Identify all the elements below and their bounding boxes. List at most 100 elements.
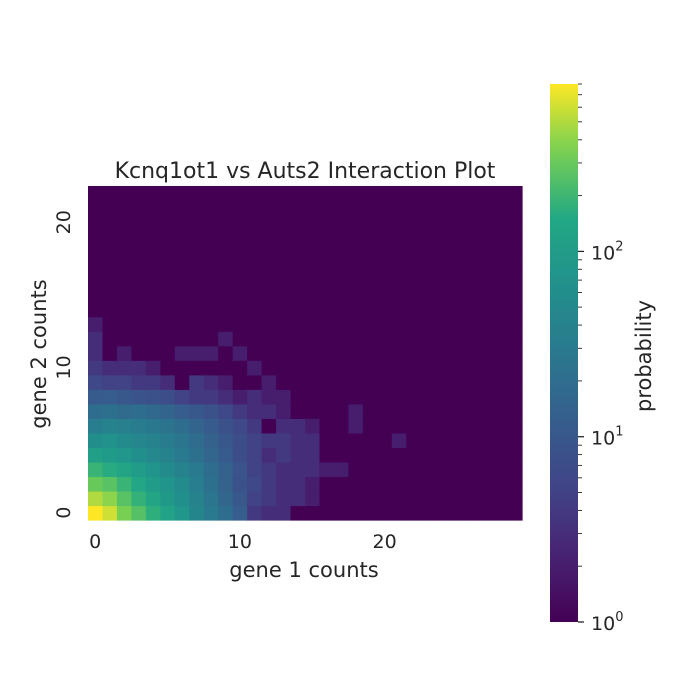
- heatmap-cell: [377, 287, 393, 303]
- heatmap-cell: [362, 403, 378, 419]
- heatmap-cell: [290, 316, 306, 332]
- heatmap-cell: [145, 200, 161, 216]
- heatmap-cell: [232, 331, 248, 347]
- heatmap-cell: [131, 476, 147, 492]
- heatmap-cell: [218, 258, 234, 274]
- heatmap-cell: [305, 461, 321, 478]
- heatmap-cell: [435, 287, 451, 303]
- heatmap-cell: [333, 476, 349, 492]
- heatmap-cell: [391, 476, 407, 492]
- heatmap-cell: [102, 244, 118, 260]
- heatmap-cell: [261, 186, 277, 202]
- heatmap-cell: [203, 316, 219, 332]
- heatmap-cell: [116, 302, 132, 318]
- heatmap-cell: [377, 447, 393, 463]
- heatmap-cell: [160, 316, 176, 332]
- heatmap-cell: [290, 215, 306, 231]
- heatmap-cell: [174, 229, 190, 245]
- heatmap-cell: [276, 360, 292, 376]
- heatmap-cell: [319, 244, 335, 260]
- heatmap-cell: [88, 461, 104, 478]
- heatmap-cell: [203, 215, 219, 231]
- heatmap-cell: [449, 490, 465, 507]
- heatmap-cell: [362, 215, 378, 231]
- heatmap-cell: [276, 447, 292, 463]
- heatmap-cell: [290, 403, 306, 419]
- heatmap-cell: [391, 331, 407, 347]
- heatmap-cell: [174, 331, 190, 347]
- heatmap-cell: [435, 505, 451, 521]
- heatmap-cell: [305, 273, 321, 289]
- heatmap-cell: [348, 258, 364, 274]
- heatmap-cell: [290, 432, 306, 448]
- heatmap-cell: [377, 374, 393, 390]
- heatmap-cell: [391, 200, 407, 216]
- heatmap-cell: [232, 244, 248, 260]
- heatmap-cell: [145, 273, 161, 289]
- heatmap-cell: [348, 215, 364, 231]
- heatmap-cell: [493, 389, 509, 405]
- heatmap-cell: [88, 244, 104, 260]
- heatmap-cell: [160, 374, 176, 390]
- heatmap-cell: [449, 331, 465, 347]
- heatmap-cell: [377, 418, 393, 434]
- heatmap-cell: [88, 287, 104, 303]
- heatmap-cell: [261, 476, 277, 492]
- heatmap-cell: [189, 215, 205, 231]
- heatmap-cell: [435, 244, 451, 260]
- heatmap-cell: [276, 287, 292, 303]
- heatmap-cell: [391, 186, 407, 202]
- colorbar-tick-exponent: 1: [615, 425, 623, 440]
- heatmap-cell: [435, 374, 451, 390]
- heatmap-cell: [290, 490, 306, 507]
- heatmap-cell: [507, 447, 523, 463]
- heatmap-cell: [218, 374, 234, 390]
- heatmap-cell: [160, 360, 176, 376]
- heatmap-cell: [319, 505, 335, 521]
- heatmap-cell: [189, 476, 205, 492]
- heatmap-cell: [435, 403, 451, 419]
- heatmap-cell: [218, 389, 234, 405]
- heatmap-cell: [290, 505, 306, 521]
- heatmap-cell: [435, 447, 451, 463]
- heatmap-cell: [391, 447, 407, 463]
- heatmap-cell: [116, 215, 132, 231]
- heatmap-cell: [116, 200, 132, 216]
- heatmap-cell: [348, 287, 364, 303]
- heatmap-cell: [449, 505, 465, 521]
- heatmap-cell: [319, 273, 335, 289]
- heatmap-cell: [160, 476, 176, 492]
- heatmap-cell: [116, 229, 132, 245]
- heatmap-cell: [247, 490, 263, 507]
- heatmap-cell: [493, 447, 509, 463]
- heatmap-cell: [420, 345, 436, 361]
- heatmap-cell: [333, 186, 349, 202]
- heatmap-cell: [377, 302, 393, 318]
- heatmap-cell: [435, 200, 451, 216]
- heatmap-cell: [406, 505, 422, 521]
- heatmap-cell: [232, 273, 248, 289]
- heatmap-cell: [507, 186, 523, 202]
- heatmap-cell: [174, 389, 190, 405]
- heatmap-cell: [102, 389, 118, 405]
- heatmap-cell: [174, 418, 190, 434]
- heatmap-cell: [247, 345, 263, 361]
- heatmap-cell: [435, 389, 451, 405]
- heatmap-cell: [319, 360, 335, 376]
- heatmap-cell: [203, 302, 219, 318]
- heatmap-cell: [290, 229, 306, 245]
- heatmap-cell: [464, 432, 480, 448]
- heatmap-cell: [362, 461, 378, 478]
- heatmap-cell: [116, 389, 132, 405]
- heatmap-cell: [88, 215, 104, 231]
- heatmap-cell: [333, 331, 349, 347]
- heatmap-cell: [406, 490, 422, 507]
- heatmap-cell: [102, 229, 118, 245]
- heatmap-cell: [319, 258, 335, 274]
- heatmap-cell: [377, 200, 393, 216]
- heatmap-cell: [348, 418, 364, 434]
- heatmap-cell: [478, 302, 494, 318]
- heatmap-cell: [507, 287, 523, 303]
- heatmap-cell: [449, 360, 465, 376]
- heatmap-cell: [319, 490, 335, 507]
